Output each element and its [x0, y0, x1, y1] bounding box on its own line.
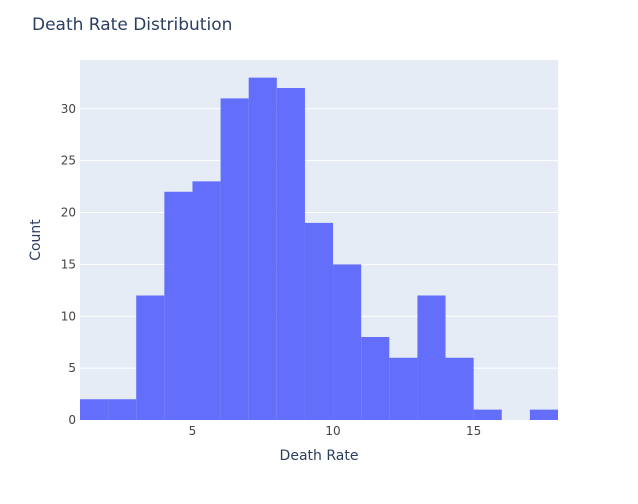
histogram-bar[interactable] — [248, 77, 277, 420]
x-axis-ticks: 5 10 15 — [189, 424, 482, 438]
histogram-bar[interactable] — [164, 191, 193, 420]
histogram-bar[interactable] — [529, 409, 558, 420]
y-tick-label: 30 — [61, 102, 76, 116]
y-tick-label: 0 — [68, 413, 76, 427]
histogram-bar[interactable] — [304, 222, 334, 420]
y-tick-label: 10 — [61, 309, 76, 323]
histogram-bar[interactable] — [220, 98, 249, 420]
histogram-bar[interactable] — [108, 399, 137, 420]
histogram-bar[interactable] — [276, 88, 305, 420]
y-axis-label: Count — [28, 219, 44, 261]
y-axis-ticks: 0 5 10 15 20 25 30 — [61, 102, 76, 427]
x-axis-label: Death Rate — [280, 448, 359, 464]
y-tick-label: 5 — [68, 361, 76, 375]
histogram-bar[interactable] — [417, 295, 446, 420]
histogram-bar[interactable] — [389, 357, 418, 420]
y-tick-label: 25 — [61, 154, 76, 168]
x-tick-label: 10 — [325, 424, 340, 438]
y-tick-label: 15 — [61, 257, 76, 271]
histogram-bar[interactable] — [361, 337, 390, 420]
bars — [80, 77, 558, 420]
y-tick-label: 20 — [61, 206, 76, 220]
histogram-bar[interactable] — [136, 295, 165, 420]
histogram-bar[interactable] — [80, 399, 109, 420]
histogram-bar[interactable] — [445, 357, 474, 420]
chart-title: Death Rate Distribution — [32, 15, 232, 35]
x-tick-label: 15 — [466, 424, 481, 438]
histogram-bar[interactable] — [473, 409, 502, 420]
x-tick-label: 5 — [189, 424, 197, 438]
histogram-bar[interactable] — [192, 181, 221, 420]
histogram-bar[interactable] — [333, 264, 362, 420]
